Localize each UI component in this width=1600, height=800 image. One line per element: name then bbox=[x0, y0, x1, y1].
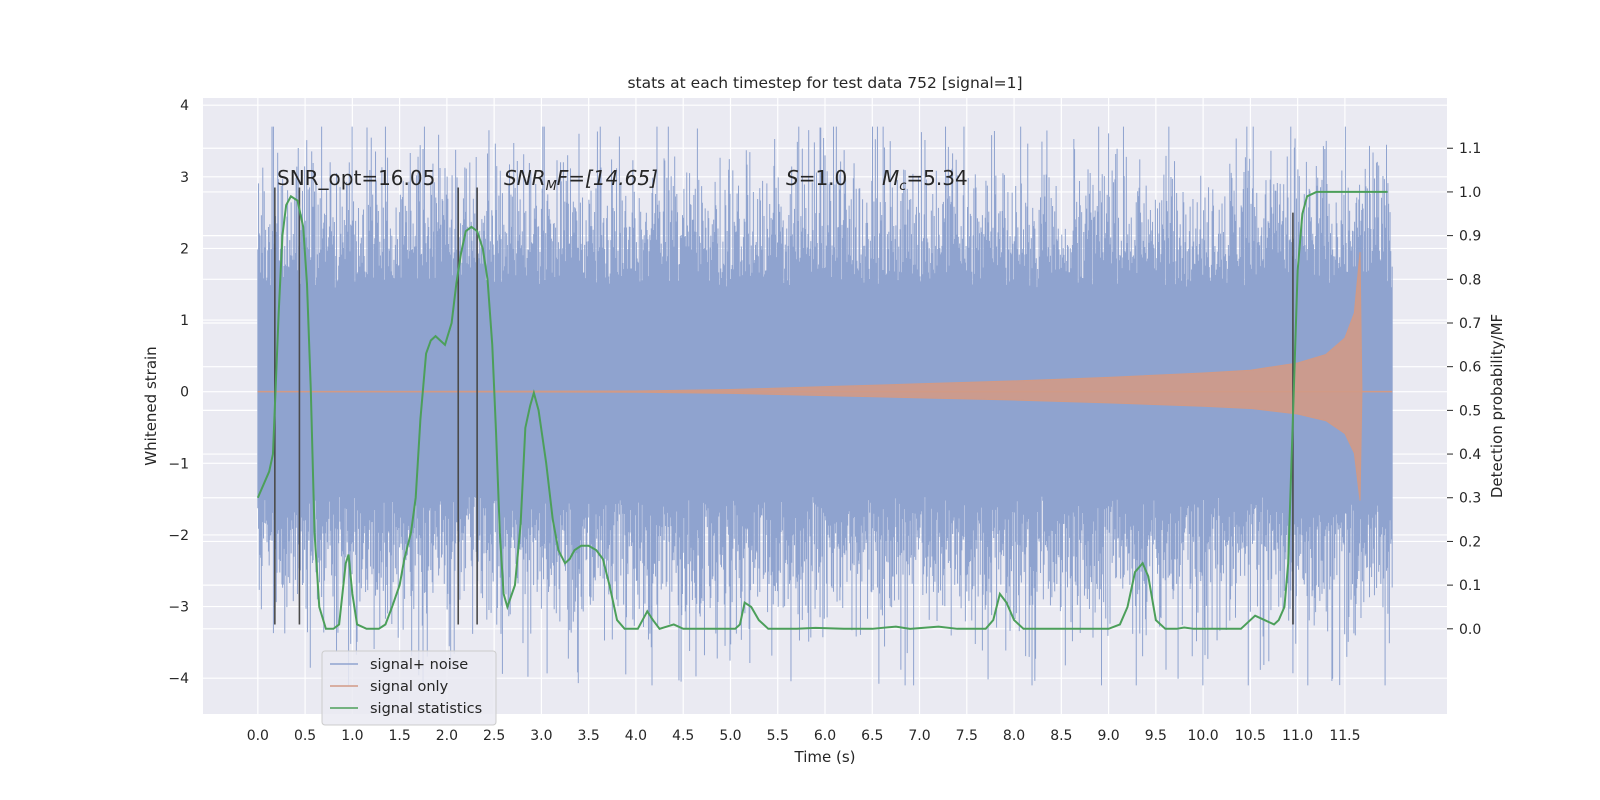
x-tick-label: 4.0 bbox=[625, 728, 647, 744]
right-y-axis-ticks: 1.1 1.0 0.9 0.8 0.7 0.6 0.5 0.4 0.3 0.2 0.1 0.0 bbox=[1447, 141, 1481, 638]
snr-mf-subscript: M bbox=[546, 179, 557, 194]
y-right-tick-label: 0.4 bbox=[1459, 447, 1481, 463]
legend-box bbox=[321, 650, 497, 726]
x-tick-label: 10.0 bbox=[1188, 728, 1219, 744]
y-right-tick-label: 0.2 bbox=[1459, 534, 1481, 550]
x-tick-label: 6.5 bbox=[861, 728, 883, 744]
y-tick-label: −3 bbox=[168, 600, 189, 616]
y-tick-label: 1 bbox=[180, 313, 189, 329]
y-right-tick-label: 0.0 bbox=[1459, 622, 1481, 638]
right-y-axis-label: Detection probability/MF bbox=[1488, 314, 1506, 498]
x-tick-label: 2.0 bbox=[436, 728, 458, 744]
y-right-tick-label: 0.7 bbox=[1459, 316, 1481, 332]
x-tick-label: 3.0 bbox=[530, 728, 552, 744]
y-tick-label: 2 bbox=[180, 241, 189, 257]
x-tick-label: 6.0 bbox=[814, 728, 836, 744]
x-tick-label: 10.5 bbox=[1235, 728, 1266, 744]
x-tick-label: 2.5 bbox=[483, 728, 505, 744]
x-tick-label: 3.5 bbox=[578, 728, 600, 744]
y-axis-label: Whitened strain bbox=[142, 346, 160, 465]
y-right-tick-label: 0.8 bbox=[1459, 272, 1481, 288]
signal-statistics-line bbox=[256, 190, 1388, 630]
y-tick-label: 0 bbox=[180, 385, 189, 401]
x-tick-label: 0.0 bbox=[247, 728, 269, 744]
y-right-tick-label: 0.3 bbox=[1459, 491, 1481, 507]
x-tick-label: 0.5 bbox=[294, 728, 316, 744]
s-value: =1.0 bbox=[799, 166, 848, 190]
y-tick-label: −2 bbox=[168, 528, 189, 544]
left-y-axis-ticks: 4 3 2 1 0 −1 −2 −3 −4 bbox=[168, 98, 189, 687]
y-right-tick-label: 0.1 bbox=[1459, 578, 1481, 594]
x-tick-label: 1.5 bbox=[388, 728, 410, 744]
y-right-tick-label: 1.0 bbox=[1459, 185, 1481, 201]
legend: signal+ noise signal only signal statist… bbox=[321, 650, 497, 726]
snr-mf-symbol: SNR bbox=[504, 166, 546, 190]
y-tick-label: 4 bbox=[180, 98, 189, 114]
x-axis-label: Time (s) bbox=[794, 748, 856, 766]
x-tick-label: 5.0 bbox=[719, 728, 741, 744]
x-tick-label: 1.0 bbox=[341, 728, 363, 744]
y-tick-label: 3 bbox=[180, 170, 189, 186]
s-annotation: S=1.0 bbox=[786, 166, 847, 190]
legend-label-signal-only: signal only bbox=[370, 679, 449, 695]
x-tick-label: 9.0 bbox=[1097, 728, 1119, 744]
mc-value: =5.34 bbox=[906, 166, 967, 190]
y-tick-label: −4 bbox=[168, 671, 189, 687]
x-tick-label: 7.5 bbox=[956, 728, 978, 744]
legend-label-signal-statistics: signal statistics bbox=[370, 701, 482, 717]
x-tick-label: 7.0 bbox=[908, 728, 930, 744]
y-tick-label: −1 bbox=[168, 456, 189, 472]
y-right-tick-label: 0.9 bbox=[1459, 229, 1481, 245]
mc-subscript: c bbox=[899, 179, 906, 194]
s-symbol: S bbox=[786, 166, 799, 190]
chart-title: stats at each timestep for test data 752… bbox=[627, 74, 1022, 92]
x-tick-label: 8.0 bbox=[1003, 728, 1025, 744]
y-right-tick-label: 0.6 bbox=[1459, 360, 1481, 376]
x-tick-label: 11.0 bbox=[1282, 728, 1313, 744]
y-right-tick-label: 0.5 bbox=[1459, 403, 1481, 419]
mc-symbol: M bbox=[882, 166, 899, 190]
snr-opt-annotation: SNR_opt=16.05 bbox=[277, 166, 435, 190]
x-tick-label: 11.5 bbox=[1329, 728, 1360, 744]
x-axis-ticks: 0.0 0.5 1.0 1.5 2.0 2.5 3.0 3.5 4.0 4.5 5.0 5.5 6.0 6… bbox=[247, 728, 1361, 744]
x-tick-label: 8.5 bbox=[1050, 728, 1072, 744]
snr-mf-value: F=[14.65] bbox=[557, 166, 658, 190]
x-tick-label: 5.5 bbox=[767, 728, 789, 744]
y-right-tick-label: 1.1 bbox=[1459, 141, 1481, 157]
x-tick-label: 9.5 bbox=[1145, 728, 1167, 744]
snr-mf-annotation: SNRMF=[14.65] bbox=[504, 166, 658, 194]
signal-only-series bbox=[257, 251, 1393, 501]
signal-statistics-series bbox=[256, 190, 1388, 630]
x-tick-label: 4.5 bbox=[672, 728, 694, 744]
mc-annotation: Mc=5.34 bbox=[882, 166, 968, 194]
legend-label-signal-noise: signal+ noise bbox=[370, 657, 468, 673]
